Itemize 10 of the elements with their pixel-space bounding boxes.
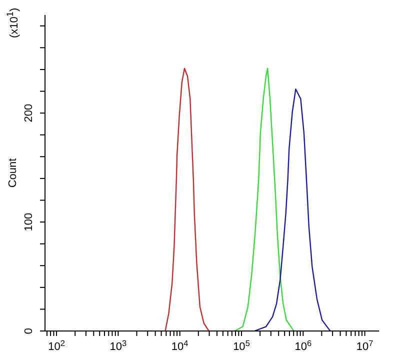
y-tick-label: 100	[23, 212, 35, 232]
x-tick-label: 10$^{5}$	[233, 338, 250, 353]
x-tick-label: 10$^{2}$	[48, 338, 66, 353]
x-tick-label: 10$^{3}$	[110, 338, 128, 353]
y-tick-label: 0	[23, 328, 35, 334]
x-tick-label: 10$^{7}$	[356, 338, 374, 353]
y-axis-title: Count	[6, 158, 19, 188]
x-tick-label: 10$^{4}$	[171, 338, 189, 353]
y-tick-label: 200	[23, 104, 35, 122]
x-tick-label: 10$^{6}$	[294, 338, 312, 353]
